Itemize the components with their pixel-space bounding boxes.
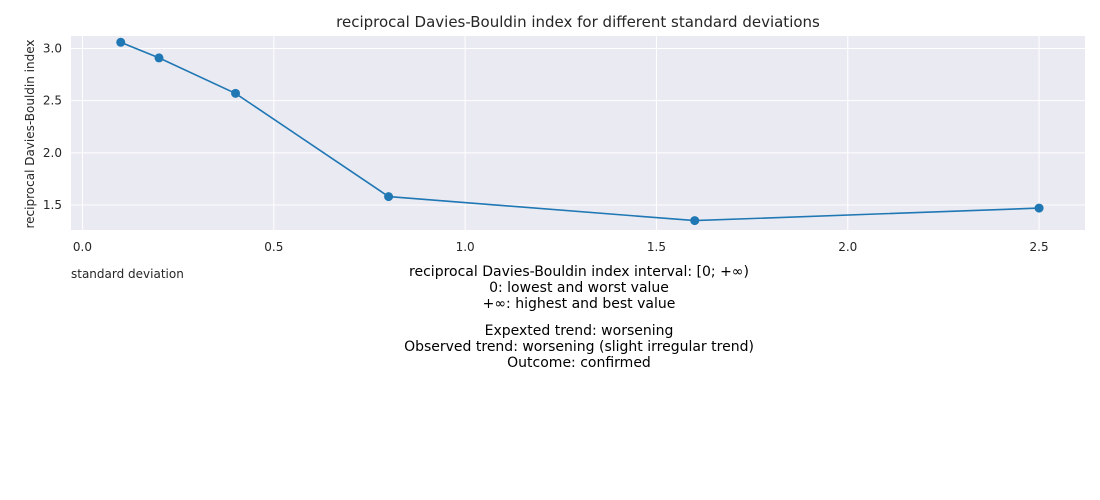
x-tick-label: 0.0 [73, 240, 92, 254]
interval-note-line: reciprocal Davies-Bouldin index interval… [409, 264, 749, 280]
x-tick-label: 2.0 [838, 240, 857, 254]
data-point [231, 88, 241, 98]
data-point [384, 192, 394, 202]
trend-note-line: Observed trend: worsening (slight irregu… [404, 339, 754, 355]
data-point [116, 37, 126, 47]
trend-note-line: Outcome: confirmed [507, 355, 651, 371]
series-line [120, 41, 1040, 222]
x-axis-title: standard deviation [71, 267, 184, 281]
y-tick-label: 2.5 [43, 94, 62, 108]
chart-title: reciprocal Davies-Bouldin index for diff… [336, 13, 820, 31]
series-layer [116, 37, 1044, 226]
x-tick-label: 1.0 [456, 240, 475, 254]
y-tick-label: 1.5 [43, 198, 62, 212]
y-tick-label: 2.0 [43, 146, 62, 160]
data-point [690, 216, 700, 226]
data-point [154, 53, 164, 63]
x-tick-label: 1.5 [647, 240, 666, 254]
interval-note-line: +∞: highest and best value [482, 296, 676, 312]
grid [71, 36, 1085, 230]
interval-note: reciprocal Davies-Bouldin index interval… [0, 264, 1100, 312]
y-axis-title: reciprocal Davies-Bouldin index [23, 40, 37, 229]
interval-note-line: 0: lowest and worst value [489, 280, 669, 296]
y-tick-label: 3.0 [43, 42, 62, 56]
trend-note-line: Expexted trend: worsening [484, 323, 674, 339]
data-point [1034, 203, 1044, 213]
plot-area [71, 36, 1085, 230]
x-tick-label: 2.5 [1030, 240, 1049, 254]
tick-labels: 0.0 0.5 1.0 1.5 2.0 2.5 1.5 2.0 2.5 3.0 [43, 42, 1049, 254]
x-tick-label: 0.5 [264, 240, 283, 254]
trend-note: Expexted trend: worsening Observed trend… [0, 323, 1100, 371]
